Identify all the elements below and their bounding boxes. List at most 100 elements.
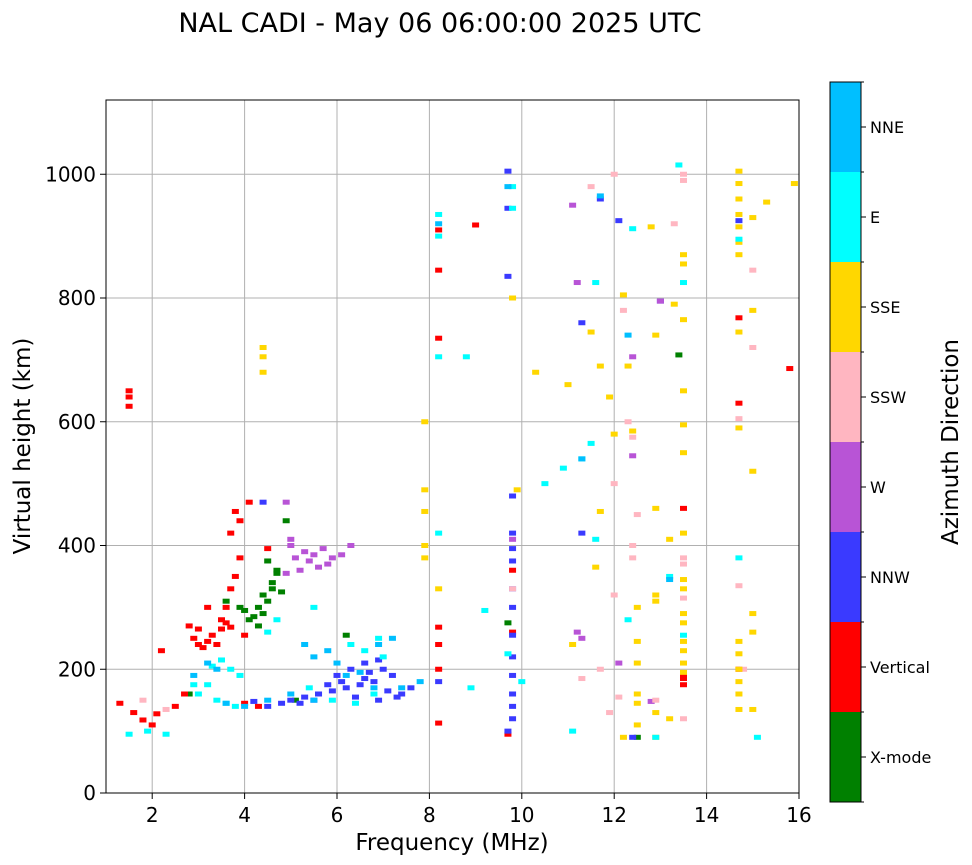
data-point (652, 734, 660, 740)
data-point (259, 369, 267, 375)
data-point (351, 694, 359, 700)
data-point (670, 221, 678, 227)
data-point (204, 682, 212, 688)
data-point (125, 731, 133, 737)
data-point (735, 638, 743, 644)
data-point (735, 236, 743, 242)
colorbar-tick-label: NNW (870, 568, 910, 587)
x-tick-label: 6 (331, 803, 344, 827)
data-point (379, 654, 387, 660)
data-point (619, 307, 627, 313)
data-point (652, 505, 660, 511)
data-point (287, 691, 295, 697)
data-point (509, 205, 517, 211)
data-point (264, 703, 272, 709)
series-sse (259, 168, 798, 740)
data-point (629, 354, 637, 360)
data-point (435, 354, 443, 360)
data-point (435, 233, 443, 239)
data-point (416, 679, 424, 685)
data-point (338, 552, 346, 558)
data-point (241, 632, 249, 638)
data-point (245, 617, 253, 623)
data-point (680, 252, 687, 258)
data-point (347, 666, 355, 672)
data-point (204, 660, 212, 666)
data-point (421, 508, 429, 514)
data-point (467, 685, 475, 691)
data-point (208, 663, 216, 669)
data-point (199, 645, 207, 651)
colorbar-tick-label: E (870, 208, 880, 227)
data-point (264, 558, 272, 564)
data-point (606, 394, 614, 400)
data-point (763, 199, 771, 205)
data-point (384, 688, 392, 694)
data-point (241, 703, 249, 709)
data-point (735, 583, 743, 589)
data-point (680, 586, 687, 592)
data-point (518, 679, 526, 685)
data-point (504, 184, 512, 190)
data-point (291, 555, 299, 561)
data-point (735, 706, 743, 712)
data-point (749, 267, 757, 273)
data-point (619, 734, 627, 740)
data-point (606, 710, 614, 716)
data-point (680, 682, 687, 688)
data-point (513, 487, 521, 493)
data-point (680, 669, 687, 675)
data-point (328, 555, 336, 561)
data-point (315, 564, 323, 570)
data-point (629, 226, 637, 232)
data-point (305, 685, 313, 691)
data-point (749, 706, 757, 712)
x-tick-label: 12 (601, 803, 626, 827)
data-point (310, 697, 318, 703)
data-point (740, 666, 748, 672)
data-point (347, 642, 355, 647)
data-point (435, 586, 443, 592)
data-point (241, 700, 249, 706)
data-point (735, 315, 743, 321)
data-point (680, 555, 687, 561)
data-point (680, 280, 687, 286)
series-e (125, 162, 761, 740)
x-tick-label: 2 (146, 803, 159, 827)
data-point (735, 329, 743, 335)
data-point (680, 672, 687, 678)
data-point (735, 218, 743, 224)
data-point (652, 710, 660, 716)
data-point (680, 660, 687, 666)
data-point (596, 363, 604, 369)
data-point (578, 676, 586, 682)
data-point (629, 453, 637, 459)
data-point (509, 691, 517, 697)
data-point (125, 394, 133, 400)
data-point (504, 651, 512, 657)
data-point (509, 629, 517, 635)
data-point (213, 697, 221, 703)
data-point (592, 536, 600, 542)
data-point (587, 440, 595, 446)
data-point (361, 660, 369, 666)
data-point (273, 617, 281, 623)
data-point (509, 567, 517, 573)
data-point (333, 672, 341, 678)
data-point (735, 400, 743, 406)
data-point (435, 530, 443, 536)
data-point (753, 734, 761, 740)
data-point (680, 261, 687, 267)
data-point (735, 224, 743, 230)
data-point (504, 620, 512, 626)
data-point (569, 728, 577, 734)
data-point (592, 564, 600, 570)
data-point (139, 717, 147, 723)
data-point (629, 434, 637, 440)
data-point (509, 546, 517, 552)
data-point (610, 592, 618, 598)
data-point (264, 598, 272, 604)
data-point (250, 614, 258, 620)
data-point (666, 573, 674, 579)
data-point (435, 624, 443, 630)
